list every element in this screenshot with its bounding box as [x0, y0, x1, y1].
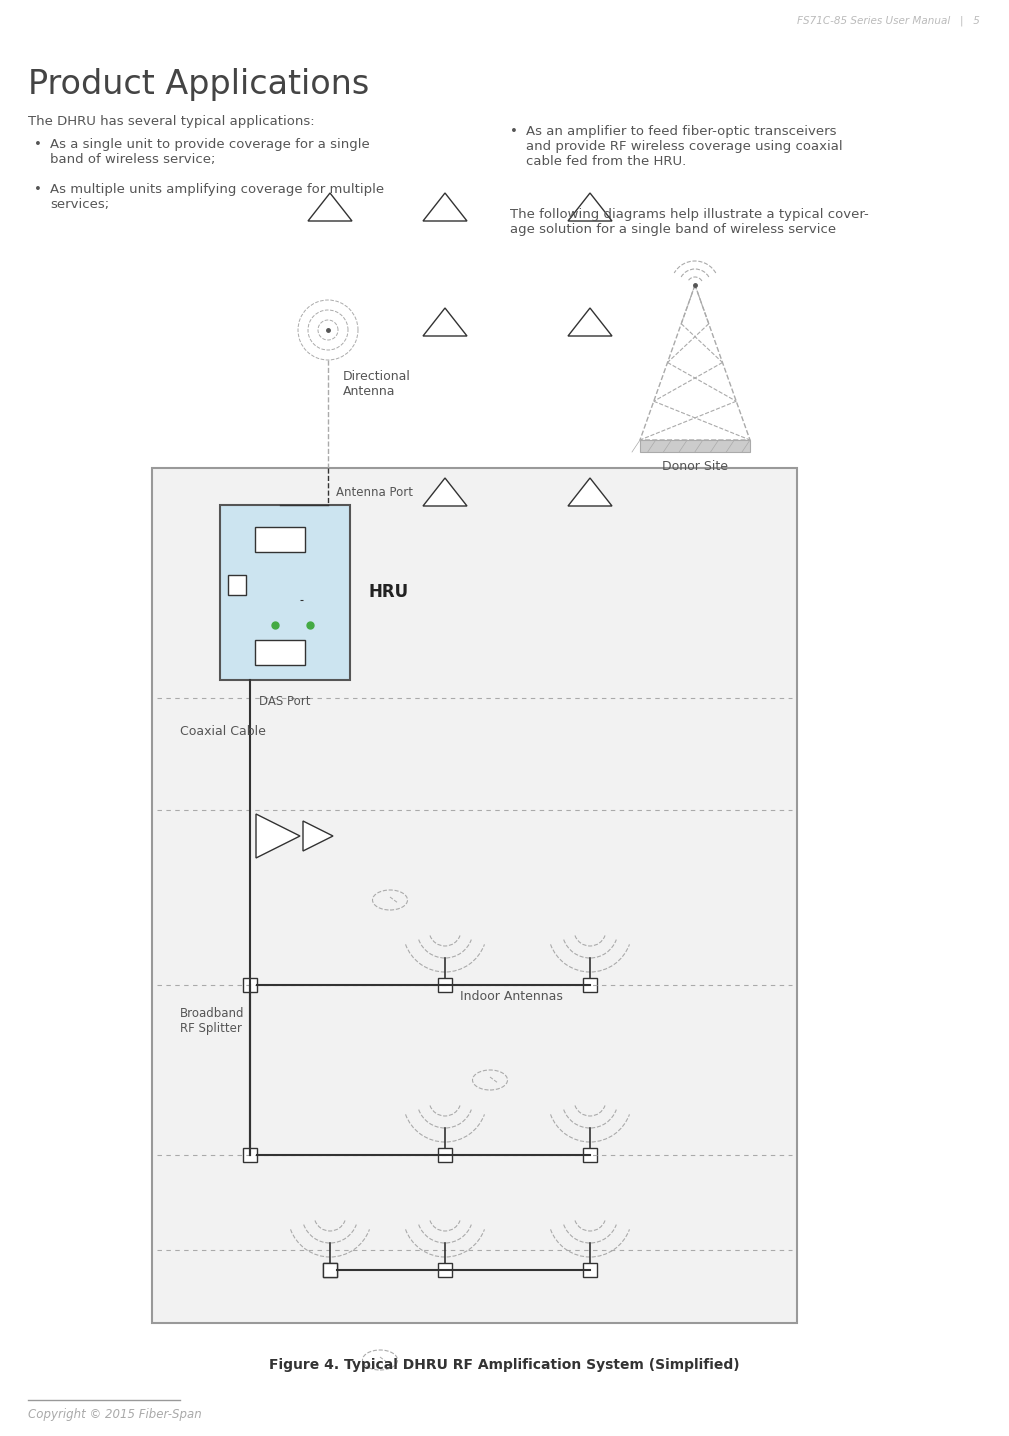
Bar — [438, 1264, 452, 1277]
Text: HRU: HRU — [368, 583, 408, 602]
Text: Indoor Antennas: Indoor Antennas — [460, 989, 563, 1002]
Polygon shape — [423, 307, 467, 336]
Bar — [323, 1264, 337, 1277]
Text: Broadband
RF Splitter: Broadband RF Splitter — [180, 1007, 244, 1035]
Bar — [228, 574, 246, 595]
Text: •: • — [34, 182, 42, 195]
Bar — [152, 468, 797, 1323]
Text: As multiple units amplifying coverage for multiple
services;: As multiple units amplifying coverage fo… — [50, 182, 384, 211]
Polygon shape — [423, 478, 467, 505]
Bar — [438, 1147, 452, 1162]
Text: Donor Site: Donor Site — [662, 460, 728, 472]
Text: The following diagrams help illustrate a typical cover-
age solution for a singl: The following diagrams help illustrate a… — [510, 208, 869, 236]
Bar — [220, 505, 350, 681]
Bar — [255, 527, 305, 551]
Polygon shape — [256, 814, 300, 857]
Text: Antenna Port: Antenna Port — [336, 485, 413, 498]
Bar — [583, 1264, 597, 1277]
Text: Copyright © 2015 Fiber-Span: Copyright © 2015 Fiber-Span — [28, 1409, 202, 1422]
Polygon shape — [423, 192, 467, 221]
Polygon shape — [303, 821, 333, 852]
Text: Coaxial Cable: Coaxial Cable — [180, 725, 266, 738]
Bar — [583, 978, 597, 992]
Text: •: • — [34, 138, 42, 151]
Bar — [640, 439, 750, 452]
Polygon shape — [568, 478, 612, 505]
Bar — [583, 1147, 597, 1162]
Text: The DHRU has several typical applications:: The DHRU has several typical application… — [28, 115, 315, 128]
Text: As a single unit to provide coverage for a single
band of wireless service;: As a single unit to provide coverage for… — [50, 138, 369, 167]
Text: •: • — [510, 125, 518, 138]
Text: As an amplifier to feed fiber-optic transceivers
and provide RF wireless coverag: As an amplifier to feed fiber-optic tran… — [526, 125, 843, 168]
Polygon shape — [568, 307, 612, 336]
Polygon shape — [568, 192, 612, 221]
Bar — [438, 978, 452, 992]
Polygon shape — [308, 192, 352, 221]
Bar — [243, 978, 257, 992]
Bar — [255, 640, 305, 665]
Text: FS71C-85 Series User Manual   |   5: FS71C-85 Series User Manual | 5 — [797, 14, 980, 26]
Bar — [323, 1264, 337, 1277]
Text: DAS Port: DAS Port — [259, 695, 311, 708]
Text: Figure 4. Typical DHRU RF Amplification System (Simplified): Figure 4. Typical DHRU RF Amplification … — [268, 1358, 740, 1371]
Text: Directional
Antenna: Directional Antenna — [343, 370, 411, 398]
Text: Product Applications: Product Applications — [28, 67, 369, 101]
Bar — [243, 1147, 257, 1162]
